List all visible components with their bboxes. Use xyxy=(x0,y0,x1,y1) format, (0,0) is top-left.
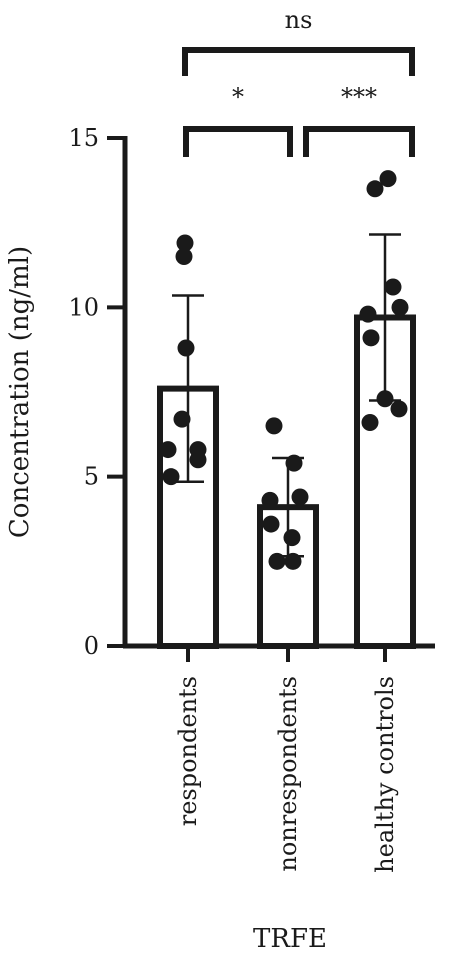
data-point xyxy=(376,390,394,408)
significance-label: * xyxy=(232,83,244,111)
y-tick-label: 0 xyxy=(84,632,99,660)
x-tick-label: nonrespondents xyxy=(274,676,302,872)
x-axis-label: TRFE xyxy=(253,924,327,954)
data-point xyxy=(176,234,194,252)
data-point xyxy=(189,441,207,459)
data-point xyxy=(268,552,286,570)
y-tick-label: 15 xyxy=(68,124,99,152)
data-point xyxy=(159,441,177,459)
data-point xyxy=(262,515,280,533)
y-tick-label: 5 xyxy=(84,463,99,491)
data-point xyxy=(366,180,384,198)
data-point xyxy=(362,329,380,347)
data-point xyxy=(283,529,301,547)
data-points xyxy=(159,170,409,570)
significance-label: *** xyxy=(341,83,377,111)
x-tick-label: respondents xyxy=(174,676,202,826)
significance-bracket xyxy=(183,126,293,157)
significance-brackets: ns* *** xyxy=(182,6,415,157)
significance-bracket xyxy=(303,126,415,157)
data-point xyxy=(285,454,303,472)
y-tick-label: 10 xyxy=(68,293,99,321)
data-point xyxy=(361,413,379,431)
data-point xyxy=(265,417,283,435)
data-point xyxy=(384,278,402,296)
data-point xyxy=(173,410,191,428)
data-point xyxy=(291,488,309,506)
y-axis: 0 5 10 15 xyxy=(68,124,128,660)
y-axis-label: Concentration (ng/ml) xyxy=(5,246,35,538)
data-point xyxy=(379,170,397,188)
x-axis: respondents nonrespondents healthy control… xyxy=(123,643,435,873)
significance-label: ns xyxy=(285,6,313,34)
data-point xyxy=(390,400,408,418)
data-point xyxy=(162,468,180,486)
data-point xyxy=(391,298,409,316)
data-point xyxy=(261,491,279,509)
data-point xyxy=(284,552,302,570)
data-point xyxy=(175,248,193,266)
significance-bracket xyxy=(182,47,415,76)
x-tick-label: healthy controls xyxy=(371,676,399,873)
data-point xyxy=(177,339,195,357)
data-point xyxy=(359,305,377,323)
